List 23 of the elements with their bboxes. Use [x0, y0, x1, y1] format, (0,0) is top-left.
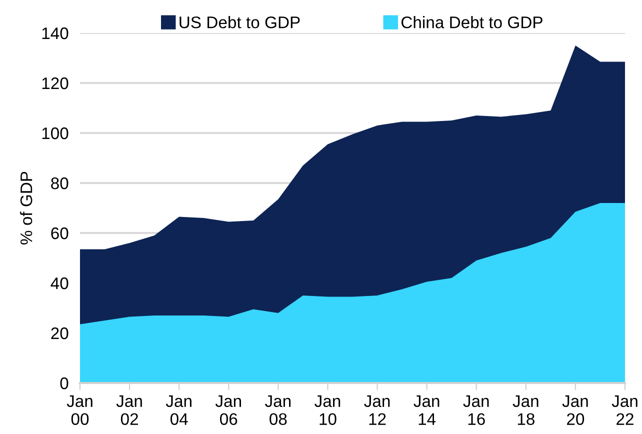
x-tick-label: Jan 00	[66, 395, 92, 425]
y-tick-label: 140	[42, 27, 68, 40]
legend-label: China Debt to GDP	[401, 16, 542, 28]
y-axis-title: % of GDP	[20, 172, 32, 244]
y-tick-label: 100	[42, 127, 68, 140]
y-tick-label: 40	[50, 277, 68, 290]
legend-label: US Debt to GDP	[180, 16, 300, 28]
x-tick-label: Jan 12	[364, 395, 390, 425]
x-tick-label: Jan 04	[166, 395, 192, 425]
x-tick-label: Jan 22	[612, 395, 638, 425]
x-tick-label: Jan 18	[512, 395, 538, 425]
y-tick-label: 80	[51, 177, 68, 190]
y-tick-label: 0	[60, 377, 68, 390]
y-tick-label: 20	[51, 327, 68, 340]
x-tick-label: Jan 06	[215, 395, 241, 425]
x-tick-label: Jan 02	[116, 395, 142, 425]
x-tick-label: Jan 16	[463, 395, 489, 425]
x-tick-label: Jan 10	[314, 395, 340, 425]
y-tick-label: 60	[51, 227, 68, 240]
y-tick-label: 120	[42, 77, 68, 90]
x-tick-label: Jan 14	[414, 395, 440, 425]
x-tick-label: Jan 20	[562, 395, 588, 425]
x-tick-label: Jan 08	[265, 395, 291, 425]
